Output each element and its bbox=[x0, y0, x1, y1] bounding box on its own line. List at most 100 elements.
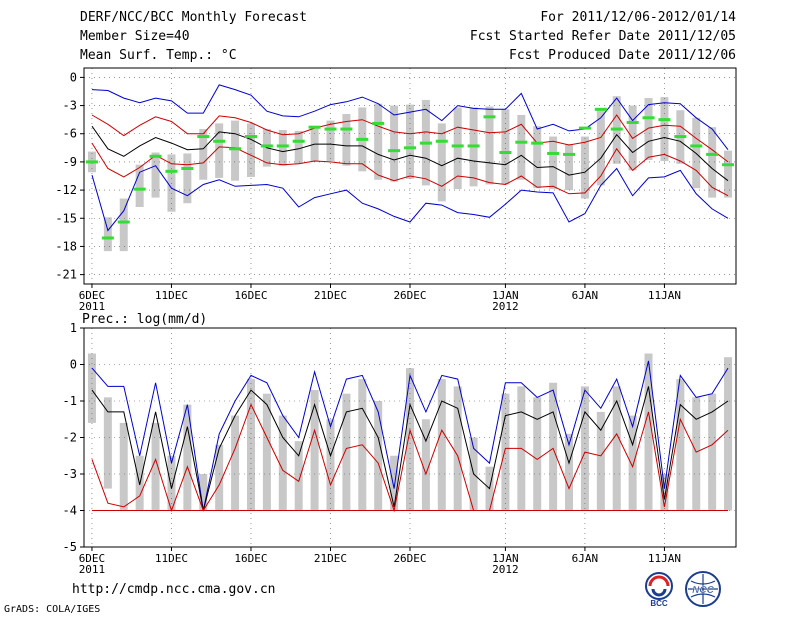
marker-0-13 bbox=[292, 139, 305, 143]
box-1-32 bbox=[596, 411, 605, 511]
box-0-23 bbox=[453, 107, 462, 190]
xtick-label-0-0: 6DEC bbox=[79, 289, 106, 302]
marker-0-23 bbox=[451, 144, 464, 148]
box-1-20 bbox=[406, 368, 414, 511]
box-1-34 bbox=[628, 415, 637, 511]
xtick-label-0-4: 26DEC bbox=[393, 289, 426, 302]
box-1-35 bbox=[644, 353, 653, 511]
box-0-20 bbox=[406, 104, 414, 179]
marker-0-33 bbox=[610, 127, 623, 131]
ytick-label-1-3: -2 bbox=[63, 431, 77, 445]
ytick-label-1-5: -4 bbox=[63, 504, 77, 518]
marker-0-19 bbox=[388, 149, 401, 153]
box-0-16 bbox=[342, 114, 351, 166]
box-1-9 bbox=[231, 415, 240, 511]
marker-0-7 bbox=[197, 135, 210, 139]
marker-0-26 bbox=[499, 151, 512, 155]
box-0-22 bbox=[437, 123, 446, 202]
forecast-period: For 2011/12/06-2012/01/14 bbox=[540, 10, 736, 25]
bcc-logo: BCC bbox=[645, 572, 673, 608]
box-0-7 bbox=[199, 129, 208, 180]
series-1-lower bbox=[91, 403, 729, 513]
box-1-10 bbox=[246, 379, 255, 511]
ncc-logo: NCC bbox=[685, 571, 721, 607]
xtick-year-1-0: 2011 bbox=[79, 563, 106, 576]
xtick-label-1-2: 16DEC bbox=[234, 552, 267, 565]
marker-0-34 bbox=[626, 120, 639, 124]
forecast-start-date: Fcst Started Refer Date 2011/12/05 bbox=[469, 29, 736, 44]
box-0-29 bbox=[549, 136, 558, 190]
marker-0-14 bbox=[308, 125, 321, 129]
bcc-logo-text: BCC bbox=[650, 599, 668, 608]
marker-0-17 bbox=[356, 137, 369, 141]
xtick-label-1-1: 11DEC bbox=[155, 552, 188, 565]
ytick-label-0-1: -3 bbox=[63, 99, 77, 113]
xtick-label-0-7: 11JAN bbox=[648, 289, 681, 302]
box-0-12 bbox=[278, 129, 287, 166]
marker-0-27 bbox=[515, 140, 528, 144]
xtick-label-0-3: 21DEC bbox=[314, 289, 347, 302]
grads-credit: GrADS: COLA/IGES bbox=[4, 604, 101, 615]
marker-0-31 bbox=[578, 126, 591, 130]
ytick-label-0-0: 0 bbox=[70, 70, 77, 84]
series-0-max bbox=[91, 84, 729, 151]
box-1-11 bbox=[262, 393, 271, 511]
box-0-18 bbox=[374, 103, 383, 180]
marker-0-9 bbox=[229, 147, 242, 151]
marker-0-37 bbox=[674, 135, 687, 139]
ytick-label-0-2: -6 bbox=[63, 127, 77, 141]
box-0-30 bbox=[565, 144, 574, 191]
marker-0-24 bbox=[467, 144, 480, 148]
box-0-40 bbox=[724, 150, 733, 198]
box-1-29 bbox=[549, 382, 558, 511]
member-size-label: Member Size=40 bbox=[80, 29, 190, 44]
forecast-produced-date: Fcst Produced Date 2011/12/06 bbox=[509, 48, 736, 63]
xtick-label-0-5: 1JAN bbox=[492, 289, 519, 302]
box-1-26 bbox=[501, 393, 510, 511]
series-0-upper bbox=[91, 114, 729, 163]
box-0-36 bbox=[660, 97, 669, 161]
box-1-22 bbox=[437, 379, 446, 511]
box-0-9 bbox=[231, 120, 240, 181]
box-1-40 bbox=[724, 357, 733, 511]
xtick-year-0-0: 2011 bbox=[79, 300, 106, 313]
marker-0-29 bbox=[547, 151, 560, 155]
box-0-27 bbox=[517, 114, 526, 180]
box-0-3 bbox=[135, 164, 144, 207]
box-1-16 bbox=[342, 393, 351, 511]
marker-0-32 bbox=[594, 107, 607, 111]
marker-0-10 bbox=[244, 135, 257, 139]
xtick-year-0-5: 2012 bbox=[492, 300, 519, 313]
box-1-12 bbox=[278, 415, 287, 511]
box-0-2 bbox=[119, 198, 128, 252]
box-0-25 bbox=[485, 106, 494, 185]
marker-0-3 bbox=[133, 187, 146, 191]
source-url[interactable]: http://cmdp.ncc.cma.gov.cn bbox=[72, 582, 276, 597]
panel-title-1: Prec.: log(mm/d) bbox=[82, 312, 207, 327]
box-1-4 bbox=[151, 422, 160, 511]
marker-0-11 bbox=[260, 144, 273, 148]
marker-0-1 bbox=[101, 236, 114, 240]
ytick-label-1-2: -1 bbox=[63, 394, 77, 408]
box-0-31 bbox=[580, 136, 589, 199]
box-1-7 bbox=[199, 474, 208, 511]
box-0-19 bbox=[390, 105, 399, 182]
box-1-23 bbox=[453, 386, 462, 511]
box-0-28 bbox=[533, 126, 542, 189]
marker-0-5 bbox=[165, 169, 178, 173]
xtick-label-1-6: 6JAN bbox=[572, 552, 599, 565]
ytick-label-1-4: -3 bbox=[63, 467, 77, 481]
ytick-label-0-6: -18 bbox=[55, 239, 77, 253]
marker-0-38 bbox=[690, 144, 703, 148]
box-1-28 bbox=[533, 397, 542, 511]
ytick-label-0-7: -21 bbox=[55, 268, 77, 282]
box-1-15 bbox=[326, 419, 335, 511]
box-1-33 bbox=[612, 386, 621, 511]
series-1-mean bbox=[91, 386, 729, 511]
box-1-13 bbox=[294, 441, 303, 511]
box-0-39 bbox=[708, 127, 717, 198]
box-1-38 bbox=[692, 397, 701, 511]
box-0-26 bbox=[501, 109, 510, 185]
box-1-39 bbox=[708, 393, 717, 511]
